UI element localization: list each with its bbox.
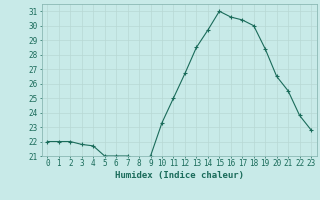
X-axis label: Humidex (Indice chaleur): Humidex (Indice chaleur) (115, 171, 244, 180)
